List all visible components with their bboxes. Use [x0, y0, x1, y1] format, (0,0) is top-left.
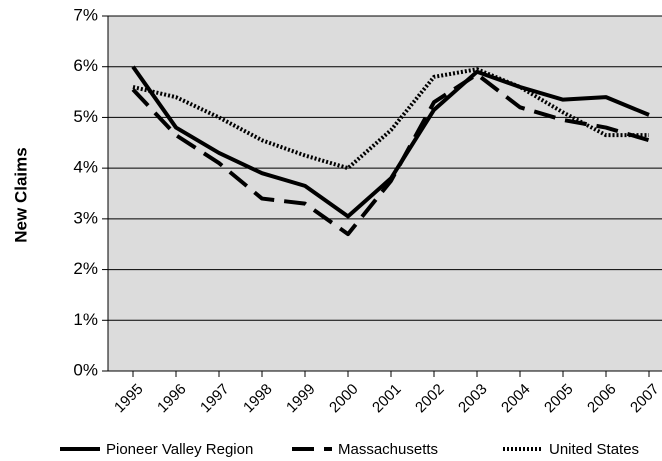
x-tick-label: 2006 [584, 381, 620, 417]
y-tick-label: 1% [73, 310, 98, 329]
series-line [132, 67, 649, 171]
y-tick-label: 5% [73, 107, 98, 126]
y-tick-label: 0% [73, 360, 98, 379]
plot-area [108, 16, 662, 371]
x-tick-label: 1995 [111, 381, 147, 417]
y-tick-label: 7% [73, 5, 98, 24]
series-line [131, 72, 650, 237]
x-tick-label: 2001 [369, 381, 405, 417]
x-tick-label: 1996 [154, 381, 190, 417]
x-tick-label: 2004 [498, 381, 534, 417]
x-tick-label: 2003 [455, 381, 491, 417]
x-tick-label: 2007 [627, 381, 662, 417]
legend-label: Pioneer Valley Region [106, 441, 253, 458]
y-tick-label: 3% [73, 208, 98, 227]
y-tick-label: 6% [73, 56, 98, 75]
x-tick-label: 2002 [412, 381, 448, 417]
y-axis-label: New Claims [11, 147, 30, 242]
x-tick-label: 2000 [326, 381, 362, 417]
legend-label: Massachusetts [338, 441, 438, 458]
x-tick-label: 1999 [283, 381, 319, 417]
y-tick-label: 4% [73, 158, 98, 177]
legend-label: United States [549, 441, 639, 458]
x-tick-label: 1998 [240, 381, 276, 417]
x-tick-label: 2005 [541, 381, 577, 417]
x-tick-label: 1997 [197, 381, 233, 417]
y-tick-label: 2% [73, 259, 98, 278]
